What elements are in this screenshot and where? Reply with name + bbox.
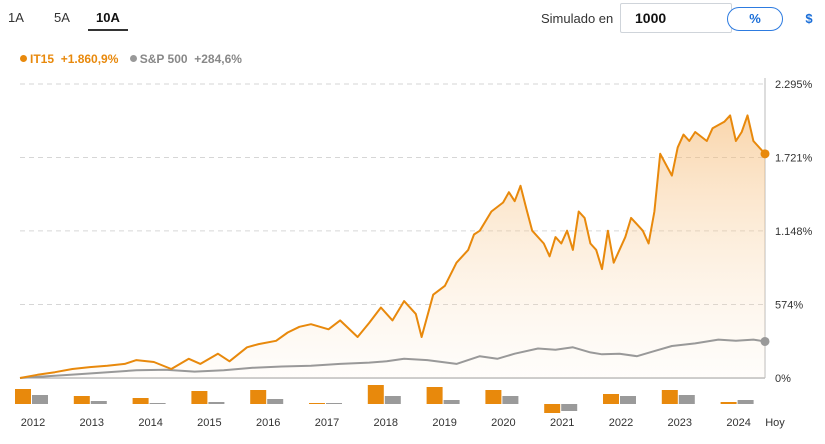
annual-bar-it15 bbox=[309, 403, 325, 404]
annual-bar-sp500 bbox=[326, 403, 342, 404]
legend-sp500-value: +284,6% bbox=[194, 52, 242, 66]
annual-bar-sp500 bbox=[90, 401, 107, 404]
annual-bar-it15 bbox=[661, 390, 678, 404]
annual-bar-sp500 bbox=[267, 399, 284, 404]
annual-bar-it15 bbox=[485, 390, 502, 404]
y-tick-label: 1.721% bbox=[775, 153, 813, 165]
x-tick-label: 2014 bbox=[138, 417, 162, 429]
annual-bar-sp500 bbox=[32, 395, 48, 404]
it15-end-marker bbox=[760, 149, 770, 159]
sp500-end-marker bbox=[760, 336, 770, 346]
x-tick-label: 2021 bbox=[550, 417, 574, 429]
annual-bar-it15 bbox=[367, 385, 384, 404]
x-tick-label: 2018 bbox=[374, 417, 398, 429]
percent-toggle-button[interactable]: % bbox=[727, 7, 783, 31]
legend-it15-value: +1.860,9% bbox=[60, 52, 119, 66]
annual-bar-it15 bbox=[73, 396, 90, 404]
annual-bar-sp500 bbox=[502, 396, 519, 404]
annual-bar-it15 bbox=[426, 387, 443, 404]
annual-bar-sp500 bbox=[737, 400, 754, 404]
simulator-label: Simulado en bbox=[541, 11, 614, 26]
x-tick-label: 2019 bbox=[432, 417, 456, 429]
x-tick-label: 2023 bbox=[668, 417, 692, 429]
annual-bar-it15 bbox=[191, 391, 208, 404]
active-tab-indicator bbox=[88, 29, 128, 31]
tab-1a[interactable]: 1A bbox=[8, 10, 24, 25]
chart-legend: IT15 +1.860,9% S&P 500 +284,6% bbox=[20, 52, 250, 66]
annual-bar-sp500 bbox=[384, 396, 401, 404]
annual-bar-sp500 bbox=[208, 402, 225, 404]
dollar-toggle-button[interactable]: $ bbox=[805, 11, 813, 26]
tab-10a-label: 10A bbox=[96, 10, 120, 25]
annual-bar-it15 bbox=[720, 402, 737, 404]
y-tick-label: 1.148% bbox=[775, 226, 813, 238]
legend-sp500-name: S&P 500 bbox=[139, 52, 188, 66]
x-tick-label: 2015 bbox=[197, 417, 221, 429]
legend-it15-dot bbox=[20, 55, 27, 62]
it15-line bbox=[19, 114, 766, 379]
annual-bar-sp500 bbox=[561, 404, 578, 411]
annual-bar-it15 bbox=[544, 404, 561, 413]
x-tick-label: 2016 bbox=[256, 417, 280, 429]
annual-bar-sp500 bbox=[443, 400, 460, 404]
x-tick-label: 2013 bbox=[80, 417, 104, 429]
x-tick-label: 2012 bbox=[21, 417, 45, 429]
annual-bar-sp500 bbox=[149, 403, 166, 404]
x-tick-label: 2022 bbox=[609, 417, 633, 429]
y-tick-label: 2.295% bbox=[775, 79, 813, 91]
tab-10a[interactable]: 10A bbox=[88, 8, 128, 31]
y-tick-label: 574% bbox=[775, 299, 803, 311]
legend-sp500: S&P 500 +284,6% bbox=[129, 52, 242, 66]
legend-it15: IT15 +1.860,9% bbox=[20, 52, 122, 66]
tab-5a[interactable]: 5A bbox=[54, 10, 70, 25]
annual-bar-it15 bbox=[15, 389, 31, 404]
x-tick-label: 2024 bbox=[726, 417, 750, 429]
x-tick-label: 2017 bbox=[315, 417, 339, 429]
annual-bar-it15 bbox=[132, 398, 149, 404]
y-tick-label: 0% bbox=[775, 373, 791, 385]
x-tick-label: 2020 bbox=[491, 417, 515, 429]
sp500-line bbox=[19, 338, 766, 379]
x-tick-label: Hoy bbox=[765, 417, 785, 429]
annual-bar-it15 bbox=[250, 390, 267, 404]
legend-it15-name: IT15 bbox=[30, 52, 55, 66]
legend-sp500-dot bbox=[129, 55, 137, 62]
it15-area bbox=[20, 115, 765, 379]
annual-bar-it15 bbox=[603, 394, 619, 404]
annual-bar-sp500 bbox=[678, 395, 695, 404]
annual-bar-sp500 bbox=[620, 396, 636, 404]
